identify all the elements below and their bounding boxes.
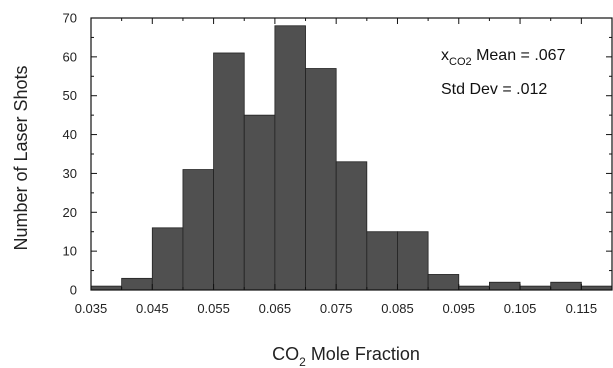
histogram-bar	[397, 231, 429, 291]
histogram-bar	[366, 231, 398, 291]
mean-annotation: xCO2 Mean = .067	[441, 47, 566, 68]
histogram-bar	[550, 281, 582, 291]
y-tick-label: 70	[63, 11, 77, 26]
y-tick-label: 40	[63, 127, 77, 142]
x-tick-label: 0.055	[197, 301, 230, 316]
histogram-bar	[274, 25, 306, 291]
std-dev-annotation: Std Dev = .012	[441, 81, 547, 98]
histogram-bar	[213, 52, 245, 291]
x-tick-label: 0.115	[566, 301, 598, 316]
x-axis-label: CO2 Mole Fraction	[272, 344, 420, 368]
axis-ticks	[90, 17, 613, 291]
x-axis-label-subscript: 2	[299, 355, 306, 368]
histogram-bar	[121, 277, 153, 291]
x-tick-label: 0.045	[136, 301, 169, 316]
x-tick-label: 0.105	[504, 301, 537, 316]
y-tick-label: 60	[63, 49, 77, 64]
y-tick-label: 10	[63, 244, 77, 259]
histogram-bar	[489, 281, 521, 291]
histogram-bar	[305, 68, 337, 291]
y-tick-label: 0	[70, 283, 77, 298]
histogram-bar	[427, 274, 460, 291]
x-tick-label: 0.075	[320, 301, 353, 316]
x-axis-label-rest: Mole Fraction	[306, 344, 420, 364]
y-tick-label: 30	[63, 166, 77, 181]
histogram-bar	[243, 114, 276, 291]
x-axis-label-main: CO	[272, 344, 299, 364]
x-tick-label: 0.065	[259, 301, 292, 316]
histogram-bar	[335, 161, 368, 291]
y-axis-label: Number of Laser Shots	[11, 65, 31, 250]
mean-value: Mean = .067	[472, 47, 566, 64]
y-tick-label: 50	[63, 88, 77, 103]
y-tick-labels: 0 10 20 30 40 50 60 70	[63, 11, 77, 298]
x-tick-labels: 0.035 0.045 0.055 0.065 0.075 0.085 0.095 0.105…	[75, 301, 597, 316]
y-tick-label: 20	[63, 205, 77, 220]
mean-symbol-subscript: CO2	[449, 56, 472, 68]
x-tick-label: 0.035	[75, 301, 108, 316]
histogram-bar	[182, 169, 214, 291]
mean-symbol: x	[441, 47, 449, 64]
x-tick-label: 0.085	[381, 301, 414, 316]
histogram-bar	[151, 227, 184, 291]
x-tick-label: 0.095	[442, 301, 475, 316]
histogram-bars	[90, 25, 613, 291]
